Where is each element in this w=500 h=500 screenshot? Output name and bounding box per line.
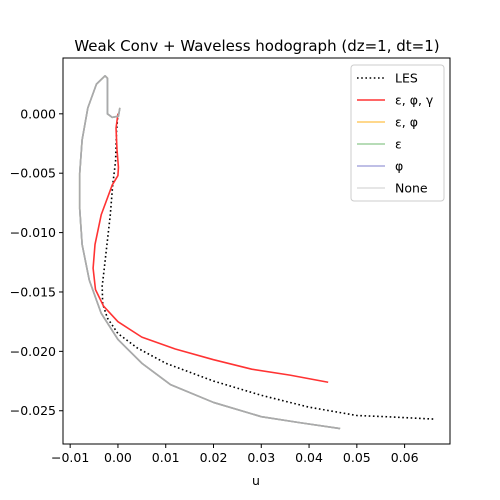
chart-title: Weak Conv + Waveless hodograph (dz=1, dt… (74, 37, 439, 55)
series-layer (78, 75, 434, 430)
x-tick-label: 0.00 (104, 450, 132, 465)
x-axis-label: u (252, 473, 260, 488)
x-axis: −0.01 0.00 0.01 0.02 0.03 0.04 0.05 0.06 (51, 444, 419, 465)
y-tick-label: 0.000 (20, 106, 56, 121)
x-tick-label: −0.01 (51, 450, 89, 465)
legend: LES ε, φ, γ ε, φ εφ None (350, 64, 445, 202)
y-tick-label: −0.020 (10, 344, 56, 359)
y-axis: 0.000 −0.005 −0.010 −0.015 −0.020 −0.025 (10, 106, 63, 418)
series-line-1 (92, 113, 329, 384)
x-tick-label: 0.06 (391, 450, 419, 465)
legend-label: LES (395, 71, 418, 86)
y-tick-label: −0.010 (10, 225, 56, 240)
x-tick-label: 0.01 (152, 450, 180, 465)
legend-label: ε, φ, γ (395, 93, 434, 108)
legend-label: None (395, 181, 428, 196)
y-tick-label: −0.015 (10, 284, 56, 299)
plot-frame (62, 57, 451, 445)
legend-label: ε (395, 137, 402, 152)
x-tick-label: 0.05 (343, 450, 371, 465)
x-tick-label: 0.02 (200, 450, 228, 465)
series-line-5 (78, 75, 341, 430)
legend-box (350, 64, 445, 202)
x-tick-label: 0.04 (295, 450, 323, 465)
y-tick-label: −0.025 (10, 403, 56, 418)
legend-label: φ (395, 159, 403, 174)
y-tick-label: −0.005 (10, 166, 56, 181)
legend-label: ε, φ (395, 115, 418, 130)
x-tick-label: 0.03 (247, 450, 275, 465)
